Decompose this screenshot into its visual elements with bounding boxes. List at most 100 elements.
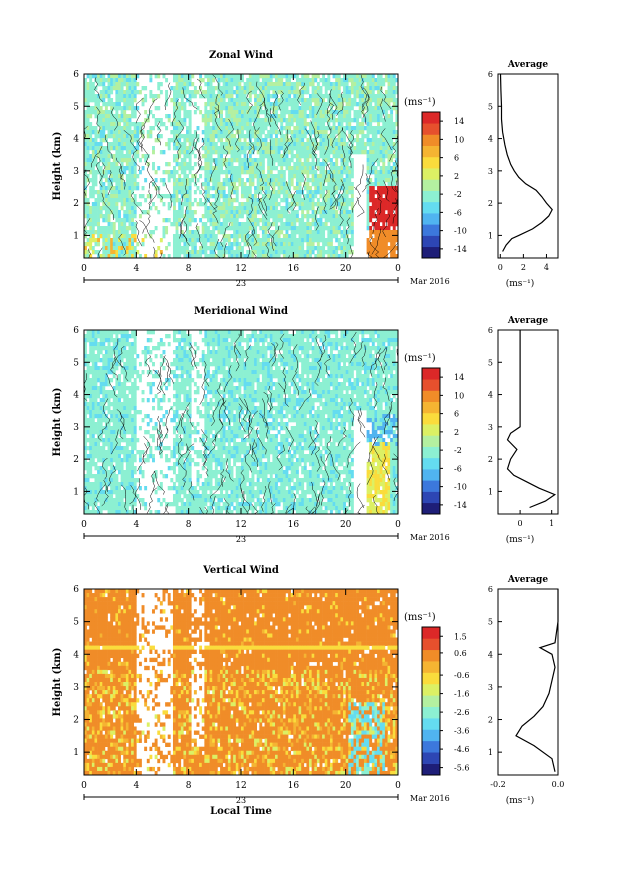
colorbar-unit: (ms⁻¹) xyxy=(404,612,436,623)
colorbar-swatch xyxy=(422,201,440,214)
profile-x-tick-label: 0 xyxy=(518,519,523,528)
x-tick-label: 12 xyxy=(235,781,246,791)
colorbar-tick-label: 6 xyxy=(454,154,459,163)
x-tick-label: 4 xyxy=(133,520,139,530)
colorbar-swatch xyxy=(422,168,440,180)
profile-x-tick-label: 1 xyxy=(549,519,554,528)
colorbar-swatch xyxy=(422,446,440,459)
profile-y-tick-label: 3 xyxy=(488,683,493,692)
x-tick-label: 16 xyxy=(288,264,300,274)
colorbar-swatch xyxy=(422,683,440,696)
x-tick-label: 0 xyxy=(81,520,87,530)
colorbar-swatch xyxy=(422,190,440,203)
colorbar-tick-label: -2.6 xyxy=(454,708,469,717)
profile-y-tick-label: 5 xyxy=(488,358,493,367)
y-axis-label: Height (km) xyxy=(52,648,63,717)
colorbar-tick-label: -14 xyxy=(454,501,467,510)
colorbar-tick-label: -2 xyxy=(454,446,462,455)
colorbar-swatch xyxy=(422,627,440,639)
colorbar-tick-label: -5.6 xyxy=(454,764,469,773)
y-tick-label: 1 xyxy=(73,231,79,241)
colorbar-swatch xyxy=(422,638,440,651)
colorbar-tick-label: -4.6 xyxy=(454,745,469,754)
profile-y-tick-label: 4 xyxy=(488,650,493,659)
y-tick-label: 3 xyxy=(73,167,79,177)
y-tick-label: 5 xyxy=(73,102,79,112)
y-tick-label: 4 xyxy=(73,391,79,401)
colorbar-swatch xyxy=(422,695,440,707)
colorbar-tick-label: -2 xyxy=(454,190,462,199)
colorbar-unit: (ms⁻¹) xyxy=(404,97,436,108)
x-tick-label: 0 xyxy=(395,520,401,530)
y-tick-label: 3 xyxy=(73,683,79,693)
y-tick-label: 5 xyxy=(73,358,79,368)
colorbar-swatch xyxy=(422,729,440,742)
x-tick-label: 16 xyxy=(288,520,300,530)
profile-y-tick-label: 6 xyxy=(488,70,493,79)
colorbar-frame xyxy=(421,367,441,515)
colorbar-swatch xyxy=(422,480,440,492)
colorbar-tick-label: -0.6 xyxy=(454,671,469,680)
colorbar-swatch xyxy=(422,112,440,124)
colorbar-swatch xyxy=(422,718,440,730)
colorbar-swatch xyxy=(422,435,440,447)
profile-y-tick-label: 3 xyxy=(488,167,493,176)
colorbar-swatch xyxy=(422,412,440,425)
colorbar-tick-label: -1.6 xyxy=(454,690,469,699)
x-tick-label: 20 xyxy=(340,520,352,530)
colorbar-swatch xyxy=(422,661,440,673)
colorbar-swatch xyxy=(422,379,440,391)
profile-x-tick-label: -0.2 xyxy=(490,780,505,789)
profile-frame xyxy=(497,588,559,776)
x-tick-label: 0 xyxy=(395,264,401,274)
profile-title: Average xyxy=(507,316,548,326)
profile-y-tick-label: 3 xyxy=(488,423,493,432)
date-label: 23 xyxy=(236,279,246,288)
colorbar-tick-label: -6 xyxy=(454,464,462,473)
colorbar-tick-label: -6 xyxy=(454,208,462,217)
x-tick-label: 0 xyxy=(81,781,87,791)
x-tick-label: 12 xyxy=(235,520,246,530)
colorbar-tick-label: -10 xyxy=(454,227,467,236)
colorbar-frame xyxy=(421,111,441,259)
colorbar-swatch xyxy=(422,649,440,662)
profile-x-tick-label: 4 xyxy=(544,263,549,272)
colorbar-swatch xyxy=(422,156,440,169)
y-tick-label: 4 xyxy=(73,650,79,660)
colorbar-unit: (ms⁻¹) xyxy=(404,353,436,364)
profile-line xyxy=(506,330,557,509)
profile-line xyxy=(499,73,553,252)
date-label: 23 xyxy=(236,535,246,544)
heatmap-cells xyxy=(84,589,399,776)
x-tick-label: 8 xyxy=(186,781,192,791)
colorbar-swatch xyxy=(422,491,440,504)
profile-y-tick-label: 1 xyxy=(488,487,493,496)
panel-title: Meridional Wind xyxy=(194,306,288,317)
contour-lines xyxy=(83,331,399,515)
y-tick-label: 6 xyxy=(73,70,79,80)
colorbar-swatch xyxy=(422,424,440,436)
colorbar-tick-label: 2 xyxy=(454,172,459,181)
profile-x-label: (ms⁻¹) xyxy=(506,278,535,289)
profile-frame xyxy=(497,329,559,515)
profile-y-tick-label: 4 xyxy=(488,135,493,144)
y-tick-label: 6 xyxy=(73,585,79,595)
profile-y-tick-label: 6 xyxy=(488,326,493,335)
colorbar-swatch xyxy=(422,752,440,764)
profile-title: Average xyxy=(507,60,548,70)
y-tick-label: 2 xyxy=(73,199,79,209)
colorbar-tick-label: 1.5 xyxy=(454,632,467,641)
colorbar-tick-label: 14 xyxy=(454,373,464,382)
profile-x-tick-label: 0 xyxy=(498,263,503,272)
month-label: Mar 2016 xyxy=(410,533,450,542)
profile-x-label: (ms⁻¹) xyxy=(506,534,535,545)
y-axis-label: Height (km) xyxy=(52,388,63,457)
profile-x-tick-label: 2 xyxy=(521,263,526,272)
x-tick-label: 0 xyxy=(395,781,401,791)
profile-y-tick-label: 5 xyxy=(488,102,493,111)
colorbar-tick-label: -14 xyxy=(454,245,467,254)
colorbar-swatch xyxy=(422,672,440,685)
x-tick-label: 16 xyxy=(288,781,300,791)
